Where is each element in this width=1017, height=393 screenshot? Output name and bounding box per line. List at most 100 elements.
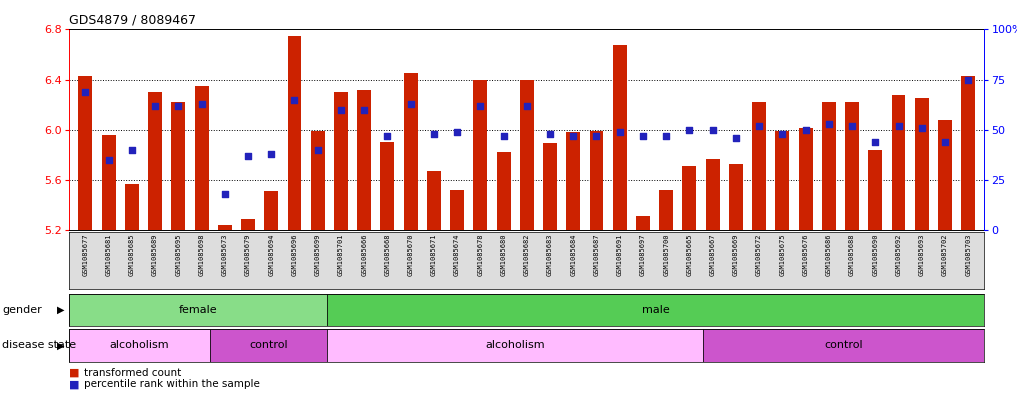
Text: female: female bbox=[179, 305, 218, 315]
Text: GSM1085681: GSM1085681 bbox=[106, 233, 112, 275]
Point bbox=[821, 121, 837, 127]
Text: GSM1085669: GSM1085669 bbox=[733, 233, 739, 275]
Point bbox=[193, 101, 210, 107]
Text: GSM1085696: GSM1085696 bbox=[292, 233, 298, 275]
Bar bbox=[451, 190, 464, 230]
Text: GSM1085682: GSM1085682 bbox=[524, 233, 530, 275]
Point bbox=[263, 151, 280, 157]
Point bbox=[635, 132, 651, 139]
Bar bbox=[172, 102, 185, 230]
Text: GSM1085680: GSM1085680 bbox=[500, 233, 506, 275]
Bar bbox=[78, 76, 93, 230]
Text: ▶: ▶ bbox=[57, 340, 64, 351]
Point bbox=[448, 129, 465, 135]
Bar bbox=[798, 129, 813, 230]
Text: GSM1085687: GSM1085687 bbox=[594, 233, 599, 275]
Bar bbox=[869, 150, 882, 230]
Point bbox=[681, 127, 698, 133]
Text: GSM1085671: GSM1085671 bbox=[431, 233, 437, 275]
Bar bbox=[327, 329, 703, 362]
Bar bbox=[218, 225, 232, 230]
Text: ■: ■ bbox=[69, 379, 79, 389]
Point bbox=[728, 134, 744, 141]
Text: GSM1085678: GSM1085678 bbox=[477, 233, 483, 275]
Bar bbox=[520, 79, 534, 230]
Point bbox=[844, 123, 860, 129]
Point bbox=[565, 132, 582, 139]
Text: GDS4879 / 8089467: GDS4879 / 8089467 bbox=[69, 14, 196, 27]
Text: GSM1085665: GSM1085665 bbox=[686, 233, 693, 275]
Point bbox=[240, 152, 256, 159]
Text: GSM1085688: GSM1085688 bbox=[849, 233, 855, 275]
Bar bbox=[148, 92, 162, 230]
Bar bbox=[706, 158, 720, 230]
Text: GSM1085679: GSM1085679 bbox=[245, 233, 251, 275]
Bar bbox=[961, 76, 975, 230]
Bar bbox=[334, 92, 348, 230]
Bar bbox=[892, 95, 905, 230]
Text: GSM1085690: GSM1085690 bbox=[873, 233, 879, 275]
Text: ■: ■ bbox=[69, 367, 79, 378]
Point bbox=[542, 130, 558, 137]
Text: GSM1085695: GSM1085695 bbox=[175, 233, 181, 275]
Point bbox=[217, 191, 233, 197]
Bar bbox=[210, 329, 327, 362]
Bar bbox=[845, 102, 859, 230]
Text: GSM1085684: GSM1085684 bbox=[571, 233, 577, 275]
Text: GSM1085668: GSM1085668 bbox=[384, 233, 391, 275]
Bar bbox=[69, 294, 327, 326]
Bar bbox=[566, 132, 581, 230]
Text: male: male bbox=[642, 305, 670, 315]
Bar bbox=[914, 98, 929, 230]
Bar bbox=[427, 171, 440, 230]
Text: GSM1085699: GSM1085699 bbox=[314, 233, 320, 275]
Point bbox=[751, 123, 767, 129]
Bar bbox=[822, 102, 836, 230]
Text: GSM1085692: GSM1085692 bbox=[896, 233, 901, 275]
Point bbox=[379, 132, 396, 139]
Text: GSM1085673: GSM1085673 bbox=[222, 233, 228, 275]
Bar bbox=[613, 44, 626, 230]
Point bbox=[913, 125, 930, 131]
Point bbox=[868, 139, 884, 145]
Text: percentile rank within the sample: percentile rank within the sample bbox=[84, 379, 260, 389]
Bar bbox=[496, 152, 511, 230]
Text: GSM1085676: GSM1085676 bbox=[802, 233, 809, 275]
Point bbox=[589, 132, 605, 139]
Text: GSM1085689: GSM1085689 bbox=[153, 233, 158, 275]
Text: GSM1085700: GSM1085700 bbox=[663, 233, 669, 275]
Bar bbox=[703, 329, 984, 362]
Bar bbox=[125, 184, 139, 230]
Point bbox=[960, 76, 976, 83]
Text: alcoholism: alcoholism bbox=[485, 340, 545, 351]
Bar bbox=[543, 143, 557, 230]
Text: GSM1085677: GSM1085677 bbox=[82, 233, 88, 275]
Text: GSM1085675: GSM1085675 bbox=[779, 233, 785, 275]
Text: GSM1085685: GSM1085685 bbox=[129, 233, 135, 275]
Text: GSM1085670: GSM1085670 bbox=[408, 233, 414, 275]
Point bbox=[658, 132, 674, 139]
Point bbox=[309, 147, 325, 153]
Bar bbox=[241, 219, 255, 230]
Point bbox=[472, 103, 488, 109]
Text: GSM1085686: GSM1085686 bbox=[826, 233, 832, 275]
Point bbox=[890, 123, 906, 129]
Bar bbox=[753, 102, 766, 230]
Point bbox=[426, 130, 442, 137]
Bar bbox=[288, 36, 301, 230]
Bar bbox=[327, 294, 984, 326]
Text: GSM1085691: GSM1085691 bbox=[616, 233, 622, 275]
Text: disease state: disease state bbox=[2, 340, 76, 351]
Bar bbox=[102, 135, 116, 230]
Point bbox=[77, 88, 94, 95]
Point bbox=[937, 139, 953, 145]
Bar bbox=[682, 166, 697, 230]
Text: GSM1085674: GSM1085674 bbox=[455, 233, 460, 275]
Bar bbox=[636, 216, 650, 230]
Point bbox=[124, 147, 140, 153]
Bar bbox=[729, 163, 742, 230]
Point bbox=[287, 96, 303, 103]
Text: GSM1085698: GSM1085698 bbox=[198, 233, 204, 275]
Text: GSM1085701: GSM1085701 bbox=[338, 233, 344, 275]
Point bbox=[705, 127, 721, 133]
